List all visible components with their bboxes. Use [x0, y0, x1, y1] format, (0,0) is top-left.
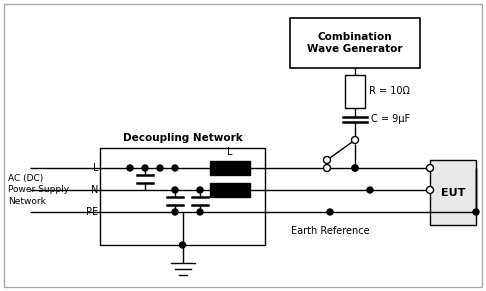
Text: C = 9μF: C = 9μF [371, 114, 410, 124]
Circle shape [367, 187, 373, 193]
Circle shape [473, 209, 479, 215]
Circle shape [142, 165, 148, 171]
Circle shape [427, 187, 434, 194]
Bar [345, 75, 365, 108]
Bar [210, 183, 250, 197]
Text: Decoupling Network: Decoupling Network [122, 133, 243, 143]
Circle shape [172, 165, 178, 171]
Circle shape [352, 165, 358, 171]
Circle shape [427, 164, 434, 171]
Text: N: N [90, 185, 98, 195]
Circle shape [324, 164, 330, 171]
Circle shape [324, 157, 330, 164]
Circle shape [351, 136, 359, 143]
Text: Combination
Wave Generator: Combination Wave Generator [307, 32, 403, 54]
Text: AC (DC)
Power Supply
Network: AC (DC) Power Supply Network [8, 174, 69, 206]
Text: L: L [92, 163, 98, 173]
Text: EUT: EUT [441, 187, 465, 198]
Circle shape [179, 242, 186, 248]
Bar [210, 161, 250, 175]
Circle shape [127, 165, 133, 171]
Circle shape [197, 209, 203, 215]
Text: R = 10Ω: R = 10Ω [369, 86, 410, 97]
Circle shape [172, 187, 178, 193]
Text: PE: PE [86, 207, 98, 217]
Text: L: L [227, 147, 233, 157]
Circle shape [352, 165, 358, 171]
Circle shape [172, 209, 178, 215]
Bar [100, 148, 265, 245]
Text: Earth Reference: Earth Reference [291, 226, 369, 236]
Bar [430, 160, 476, 225]
Circle shape [157, 165, 163, 171]
Circle shape [197, 187, 203, 193]
Circle shape [327, 209, 333, 215]
Bar [290, 18, 420, 68]
